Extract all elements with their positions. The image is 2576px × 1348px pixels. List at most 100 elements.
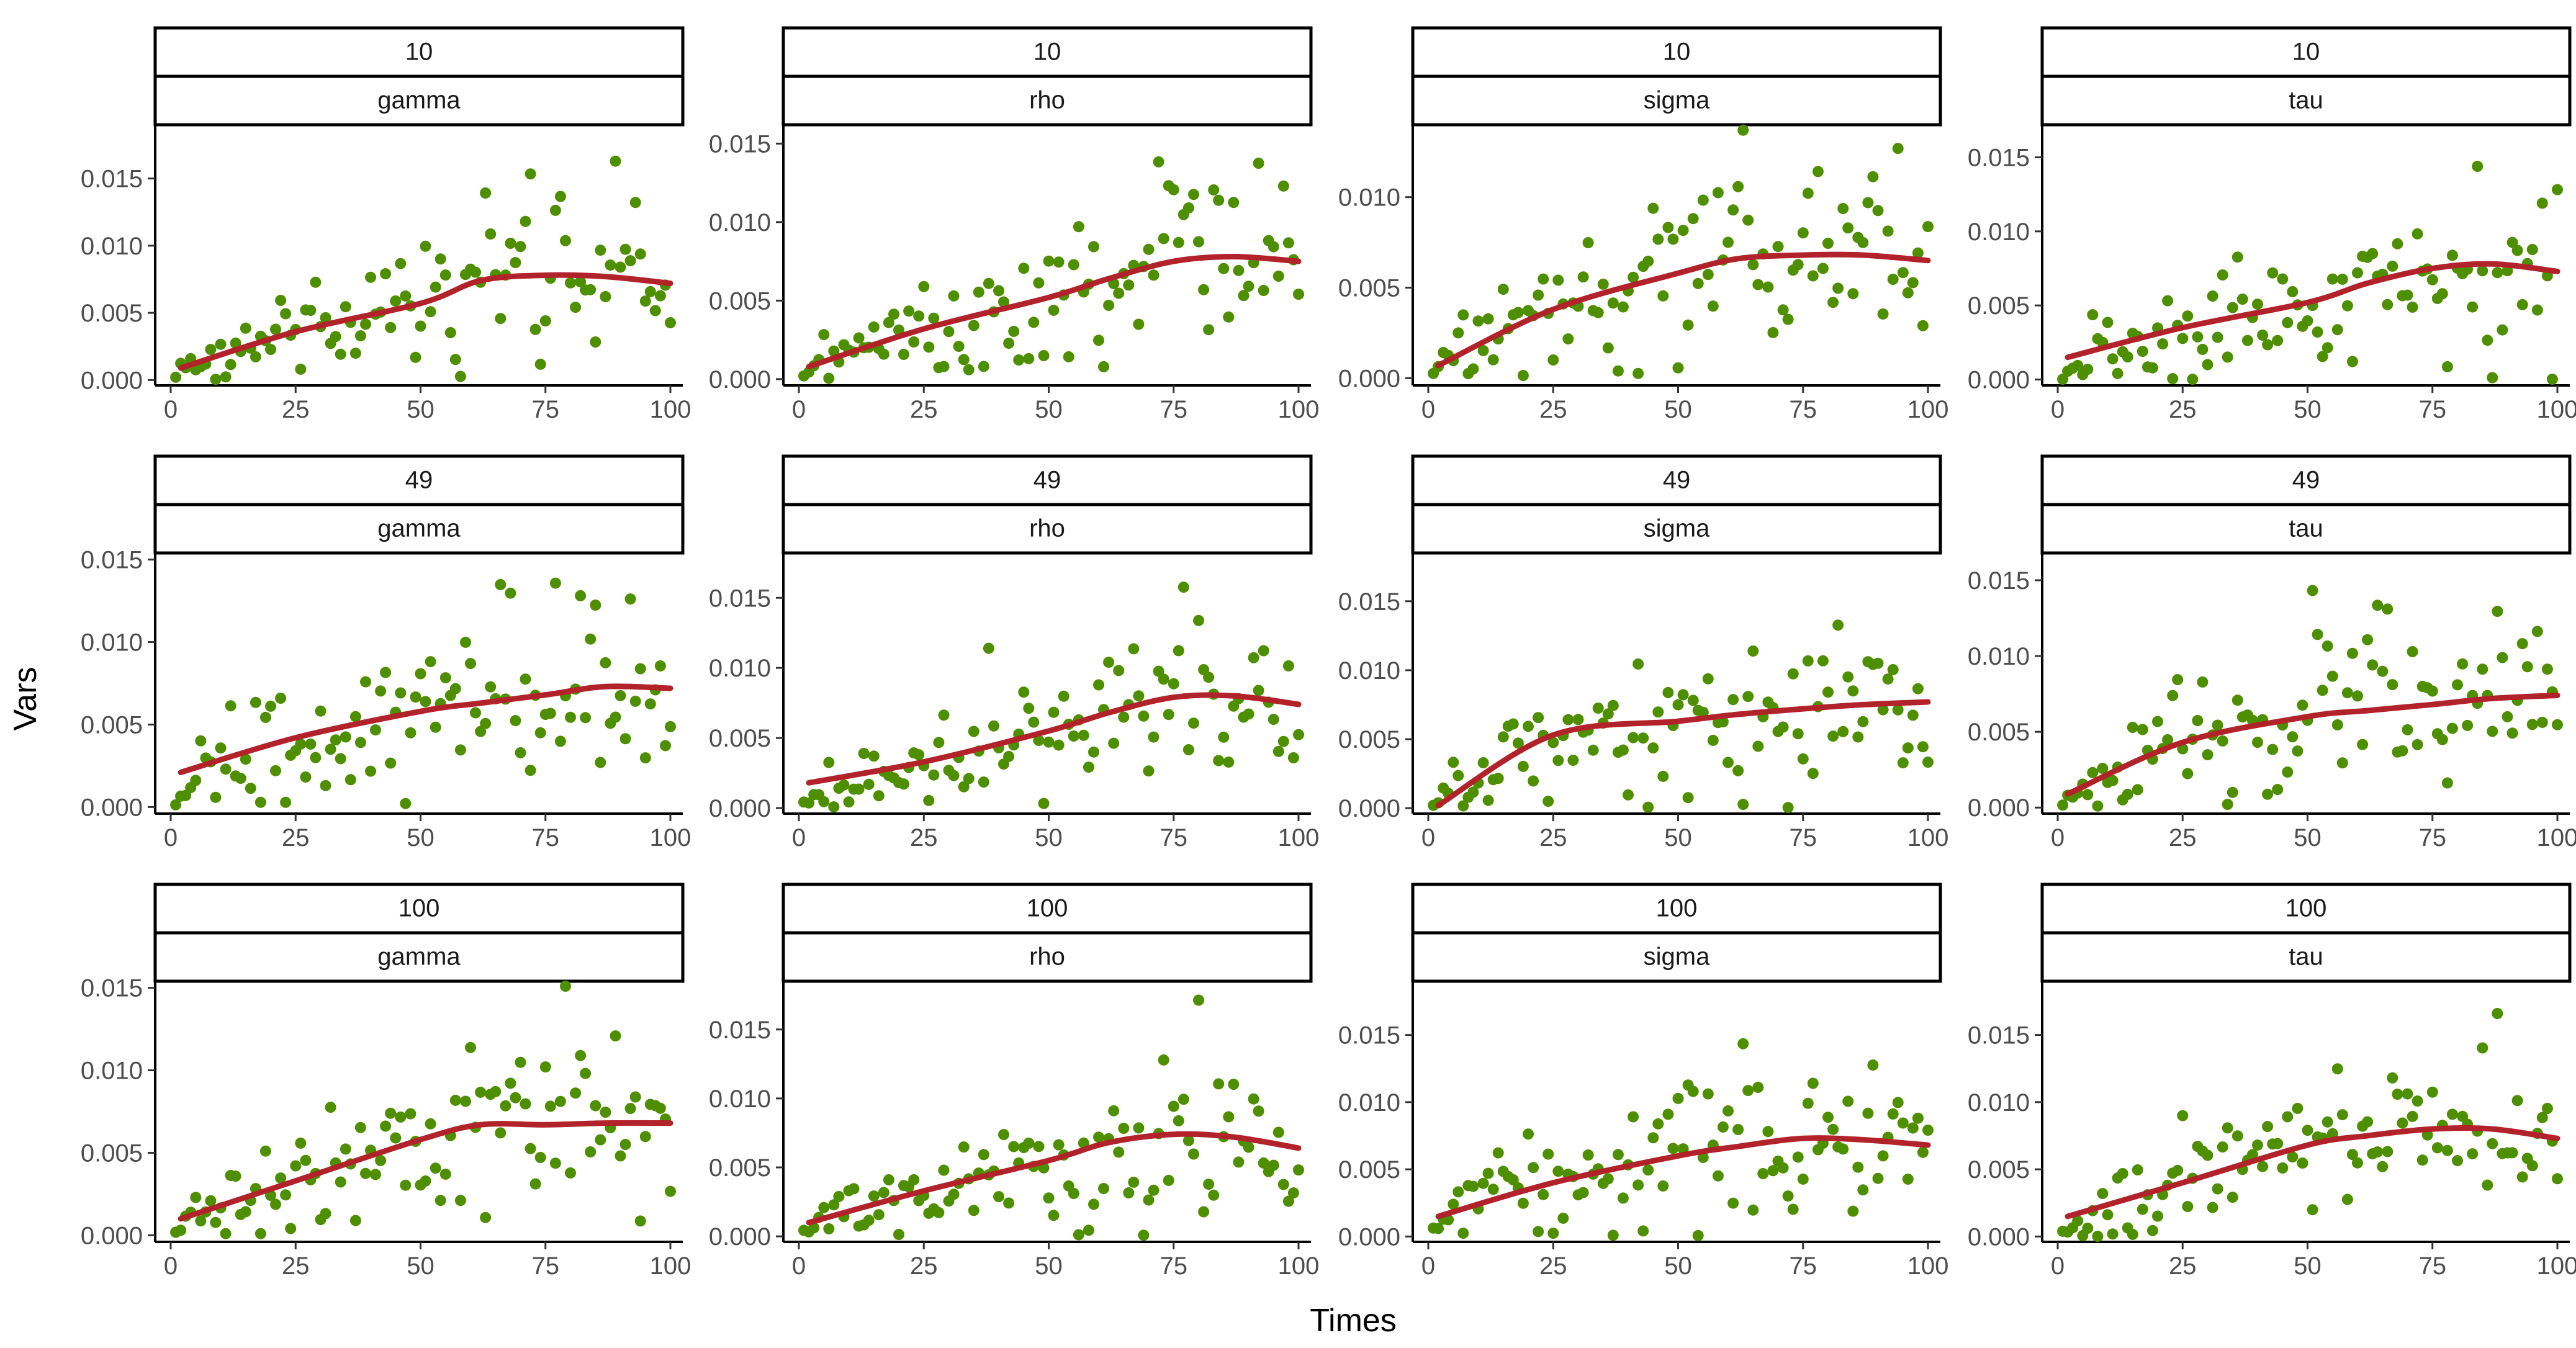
- data-point: [1782, 313, 1794, 325]
- data-point: [1103, 300, 1115, 311]
- data-point: [1917, 320, 1929, 331]
- data-point: [2477, 265, 2488, 277]
- data-point: [1168, 184, 1179, 195]
- data-point: [1707, 300, 1719, 312]
- data-point: [2472, 161, 2484, 172]
- x-tick-label: 100: [650, 1252, 691, 1280]
- data-point: [2477, 1042, 2488, 1054]
- data-point: [1752, 740, 1764, 752]
- data-point: [1068, 259, 1079, 271]
- y-tick-label: 0.015: [709, 585, 771, 612]
- data-point: [1028, 317, 1040, 328]
- smooth-trend-line: [1435, 251, 1931, 369]
- data-point: [1048, 706, 1060, 718]
- data-point: [2526, 244, 2538, 255]
- data-point: [2087, 766, 2099, 778]
- data-point: [1907, 1122, 1919, 1134]
- data-point: [619, 733, 631, 745]
- data-point: [2192, 331, 2204, 343]
- x-tick-label: 50: [1664, 396, 1692, 423]
- data-point: [1747, 259, 1759, 271]
- data-point: [510, 1092, 521, 1103]
- smooth-trend-line: [1435, 1135, 1931, 1220]
- data-point: [529, 323, 541, 335]
- data-point: [868, 1190, 880, 1202]
- data-point: [923, 794, 935, 806]
- data-point: [420, 240, 431, 252]
- data-point: [2192, 715, 2204, 726]
- data-point: [195, 1215, 207, 1227]
- data-point: [1897, 757, 1909, 769]
- x-tick-label: 25: [910, 396, 938, 423]
- data-point: [1547, 737, 1559, 748]
- x-tick-label: 75: [2419, 396, 2447, 423]
- data-point: [1058, 690, 1070, 702]
- data-point: [380, 268, 392, 280]
- y-tick-label: 0.010: [81, 233, 143, 260]
- facet-strip-param: [2040, 74, 2572, 127]
- data-point: [2222, 799, 2233, 810]
- x-tick-label: 25: [282, 396, 310, 423]
- data-point: [590, 336, 601, 348]
- data-point: [2282, 317, 2294, 328]
- data-point: [1528, 775, 1539, 787]
- data-point: [1243, 281, 1254, 292]
- data-point: [1692, 1229, 1704, 1241]
- data-point: [2412, 1095, 2423, 1107]
- data-point: [1702, 673, 1714, 685]
- x-tick-label: 75: [1160, 396, 1188, 423]
- data-point: [1777, 721, 1789, 733]
- data-point: [2346, 356, 2358, 367]
- data-point: [1098, 1183, 1109, 1194]
- data-point: [465, 658, 476, 670]
- data-point: [2167, 373, 2179, 385]
- data-point: [2382, 603, 2394, 615]
- data-point: [2407, 646, 2418, 657]
- data-point: [808, 1222, 820, 1234]
- data-point: [1767, 1165, 1779, 1177]
- x-tick-label: 75: [2419, 1252, 2447, 1280]
- data-point: [2097, 763, 2109, 775]
- y-tick-label: 0.015: [1968, 567, 2030, 595]
- facet-strip-param-label: tau: [2289, 943, 2323, 971]
- data-point: [245, 783, 256, 794]
- data-point: [868, 750, 880, 762]
- facet-strip-row-label: 49: [405, 467, 433, 494]
- data-point: [1917, 1146, 1929, 1158]
- data-point: [1792, 728, 1804, 740]
- data-point: [1742, 1085, 1754, 1097]
- data-point: [2441, 1144, 2453, 1156]
- data-point: [1113, 665, 1125, 676]
- scatter-points: [798, 156, 1304, 384]
- data-point: [2377, 665, 2389, 677]
- data-point: [1702, 1088, 1714, 1100]
- data-point: [2506, 727, 2518, 739]
- data-point: [1538, 1188, 1549, 1200]
- facet-strip-param-label: gamma: [377, 87, 461, 114]
- data-point: [405, 1108, 417, 1120]
- data-point: [1203, 1179, 1215, 1190]
- facet-strip-row: [781, 454, 1313, 506]
- data-point: [2387, 679, 2398, 691]
- panel-100-rho: 100 rho 0.000 0.005 0.010 0.015 0 25 50 75 100: [709, 883, 1319, 1280]
- data-point: [215, 742, 227, 754]
- x-tick-label: 0: [792, 1252, 806, 1280]
- data-point: [430, 281, 441, 293]
- facet-strip-param-label: sigma: [1644, 943, 1710, 971]
- data-point: [1208, 184, 1220, 195]
- data-point: [1293, 289, 1304, 300]
- data-point: [554, 191, 566, 202]
- data-point: [575, 1049, 587, 1061]
- data-point: [1727, 694, 1739, 706]
- data-point: [340, 301, 351, 313]
- scatter-points: [798, 582, 1304, 813]
- data-point: [320, 1208, 331, 1220]
- data-point: [1053, 256, 1065, 268]
- x-tick-label: 100: [1907, 1252, 1949, 1280]
- data-point: [978, 776, 989, 788]
- data-point: [1228, 1079, 1240, 1090]
- data-point: [644, 285, 656, 297]
- data-point: [1607, 297, 1619, 309]
- data-point: [454, 1195, 466, 1206]
- data-point: [1272, 271, 1284, 282]
